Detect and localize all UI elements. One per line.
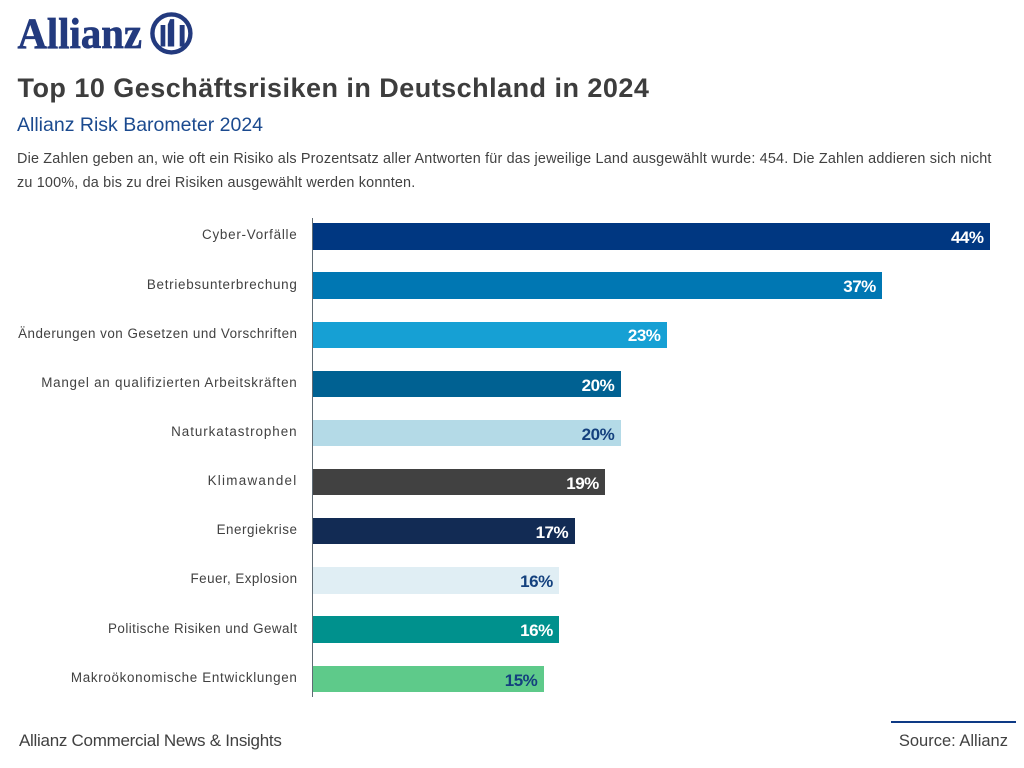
svg-text:Allianz: Allianz [18,11,143,58]
